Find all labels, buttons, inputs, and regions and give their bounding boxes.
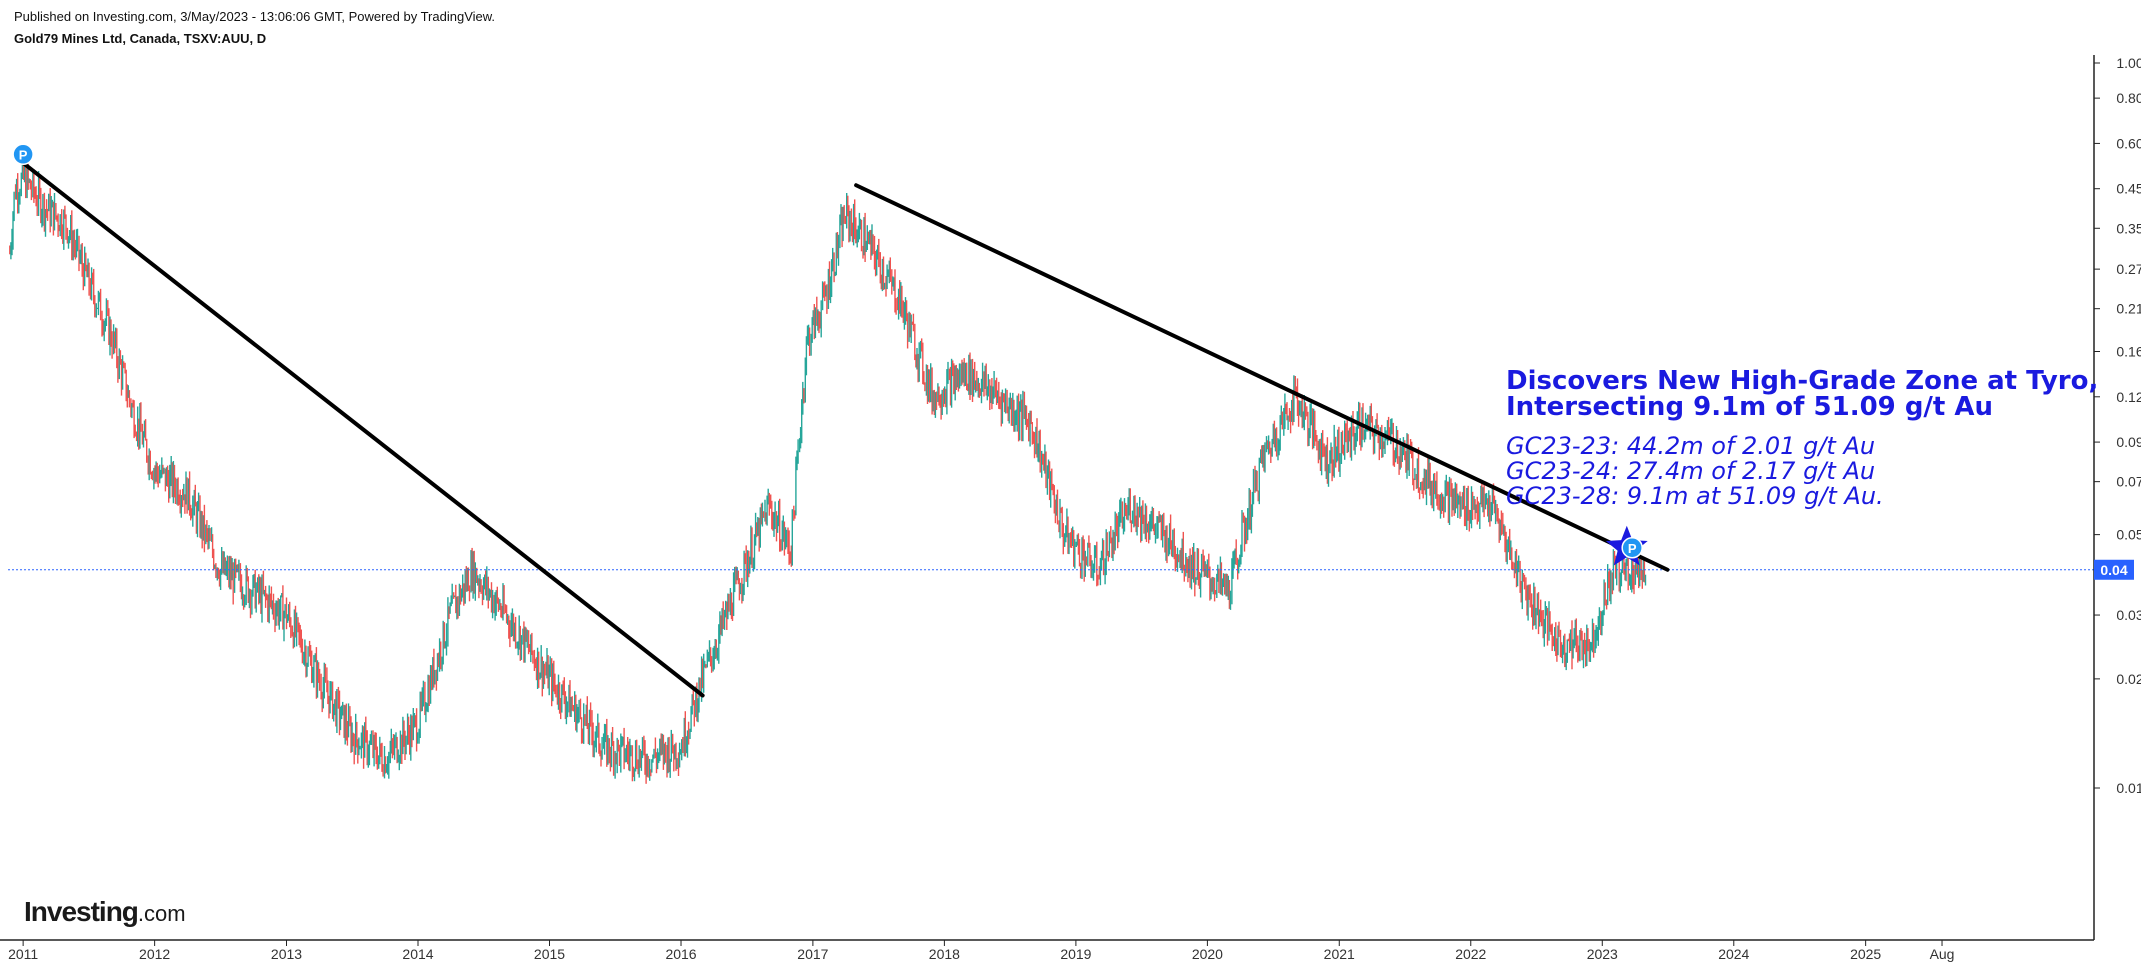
- y-tick-label: 0.03: [2116, 607, 2141, 623]
- y-tick-label: 0.16: [2116, 344, 2141, 360]
- annotation-line-3: GC23-28: 9.1m at 51.09 g/t Au.: [1506, 482, 1884, 510]
- pivot-marker[interactable]: P: [1621, 537, 1643, 559]
- trendline-2[interactable]: [854, 183, 1670, 572]
- x-tick-label: 2025: [1850, 946, 1881, 962]
- x-tick-label: 2022: [1455, 946, 1486, 962]
- y-tick-label: 0.12: [2116, 389, 2141, 405]
- annotation-title-line2: Intersecting 9.1m of 51.09 g/t Au: [1506, 392, 1994, 422]
- annotation-title-line1: Discovers New High-Grade Zone at Tyro,: [1506, 366, 2099, 396]
- x-tick-label: 2019: [1060, 946, 1091, 962]
- x-tick-label: 2023: [1587, 946, 1618, 962]
- pivot-marker-label: P: [1628, 541, 1637, 556]
- annotation-line-1: GC23-23: 44.2m of 2.01 g/t Au: [1506, 432, 1876, 460]
- x-tick-label: 2018: [929, 946, 960, 962]
- x-tick-label: 2020: [1192, 946, 1223, 962]
- published-note: Published on Investing.com, 3/May/2023 -…: [14, 9, 496, 24]
- last-price-tag: 0.04: [2094, 559, 2134, 580]
- x-tick-label: 2016: [665, 946, 696, 962]
- last-price-tag-label: 0.04: [2100, 562, 2127, 578]
- y-tick-label: 0.02: [2116, 671, 2141, 687]
- x-tick-label: 2012: [139, 946, 170, 962]
- instrument-title: Gold79 Mines Ltd, Canada, TSXV:AUU, D: [14, 31, 267, 46]
- pivot-marker[interactable]: P: [12, 143, 34, 166]
- markers: PP: [12, 143, 1648, 566]
- x-tick-label: 2011: [8, 946, 38, 962]
- trendline-1[interactable]: [21, 160, 705, 698]
- price-bars: [9, 157, 1647, 784]
- investing-logo: Investing.com: [24, 896, 186, 928]
- x-tick-label: 2013: [271, 946, 302, 962]
- y-tick-label: 0.35: [2116, 220, 2141, 236]
- x-tick-label: 2017: [797, 946, 828, 962]
- pivot-marker-circle: [1621, 537, 1643, 559]
- y-tick-label: 0.80: [2116, 90, 2141, 106]
- y-tick-label: 0.27: [2116, 261, 2141, 277]
- y-tick-label: 0.07: [2116, 474, 2141, 490]
- x-tick-label: 2014: [402, 946, 433, 962]
- x-tick-label: 2024: [1718, 946, 1749, 962]
- logo-brand: Investing: [24, 896, 139, 927]
- axes: 1.00 0.80 0.60 0.45 0.35 0.27 0.21 0.16 0.12 0.09…: [0, 55, 2141, 962]
- y-tick-label: 0.60: [2116, 135, 2141, 151]
- x-tick-label: Aug: [1930, 946, 1955, 962]
- y-tick-label: 1.00: [2116, 55, 2141, 71]
- y-tick-label: 0.01: [2116, 780, 2141, 796]
- x-tick-label: 2015: [534, 946, 565, 962]
- trendlines: [21, 160, 1670, 698]
- y-tick-label: 0.05: [2116, 527, 2141, 543]
- y-tick-label: 0.21: [2116, 301, 2141, 317]
- y-tick-label: 0.45: [2116, 181, 2141, 197]
- x-tick-label: 2021: [1324, 946, 1355, 962]
- annotation-title: Discovers New High-Grade Zone at Tyro, I…: [1506, 368, 2098, 420]
- annotation-line-2: GC23-24: 27.4m of 2.17 g/t Au: [1506, 457, 1876, 485]
- y-tick-label: 0.09: [2116, 434, 2141, 450]
- logo-suffix: .com: [137, 901, 186, 926]
- pivot-marker-label: P: [19, 147, 28, 162]
- pivot-marker-circle: [12, 143, 34, 166]
- last-price-tag-bg: [2094, 559, 2134, 580]
